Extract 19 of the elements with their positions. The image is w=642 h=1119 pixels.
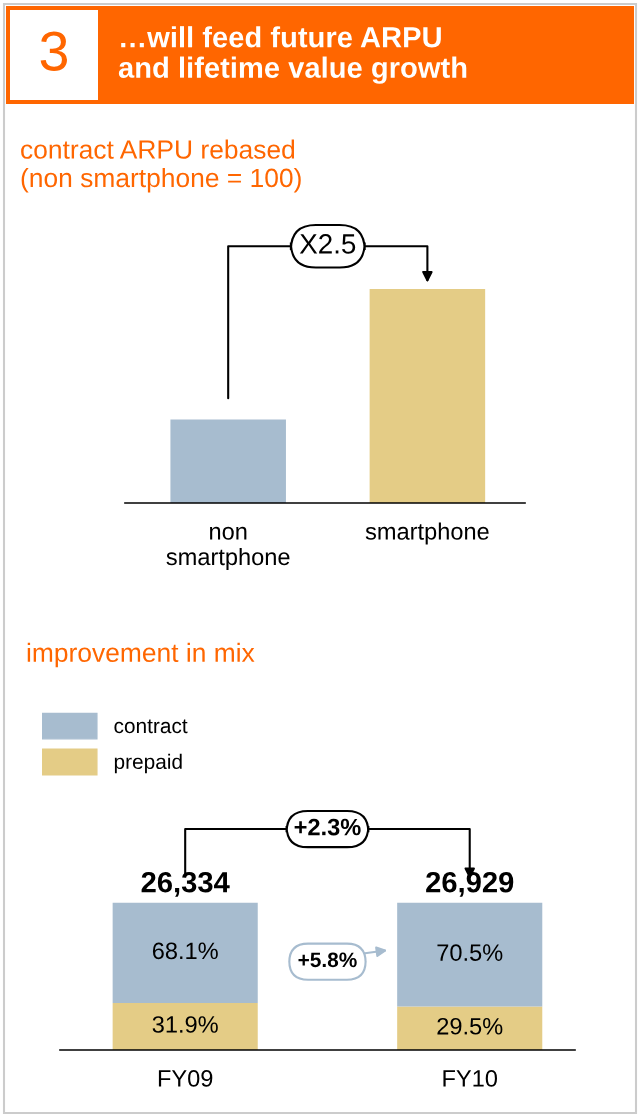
x-tick-label: FY10 xyxy=(443,1070,498,1087)
text: X2.5 xyxy=(299,234,356,254)
chart-title: …will feed future ARPU and lifetime value growth xyxy=(118,26,467,84)
annotation: 26,929 xyxy=(426,871,514,897)
x-tick-label: non smartphone xyxy=(166,526,290,570)
data-label: 70.5% xyxy=(437,944,503,961)
data-label: 31.9% xyxy=(152,1016,218,1033)
chart-subtitle: contract ARPU rebased (non smartphone = 100) xyxy=(21,139,301,193)
x-tick-label: FY09 xyxy=(158,1070,213,1087)
annotation: 26,334 xyxy=(141,871,230,897)
data-label: 68.1% xyxy=(152,942,218,960)
legend-label: contract xyxy=(114,719,188,734)
x-tick-label: smartphone xyxy=(365,522,489,545)
chart-title: improvement in mix xyxy=(27,642,255,668)
legend-label: prepaid xyxy=(114,753,182,774)
text: 3 xyxy=(40,31,68,71)
text: +2.3% xyxy=(294,818,361,836)
data-label: 29.5% xyxy=(437,1017,503,1035)
annotation: +5.8% xyxy=(298,952,357,968)
